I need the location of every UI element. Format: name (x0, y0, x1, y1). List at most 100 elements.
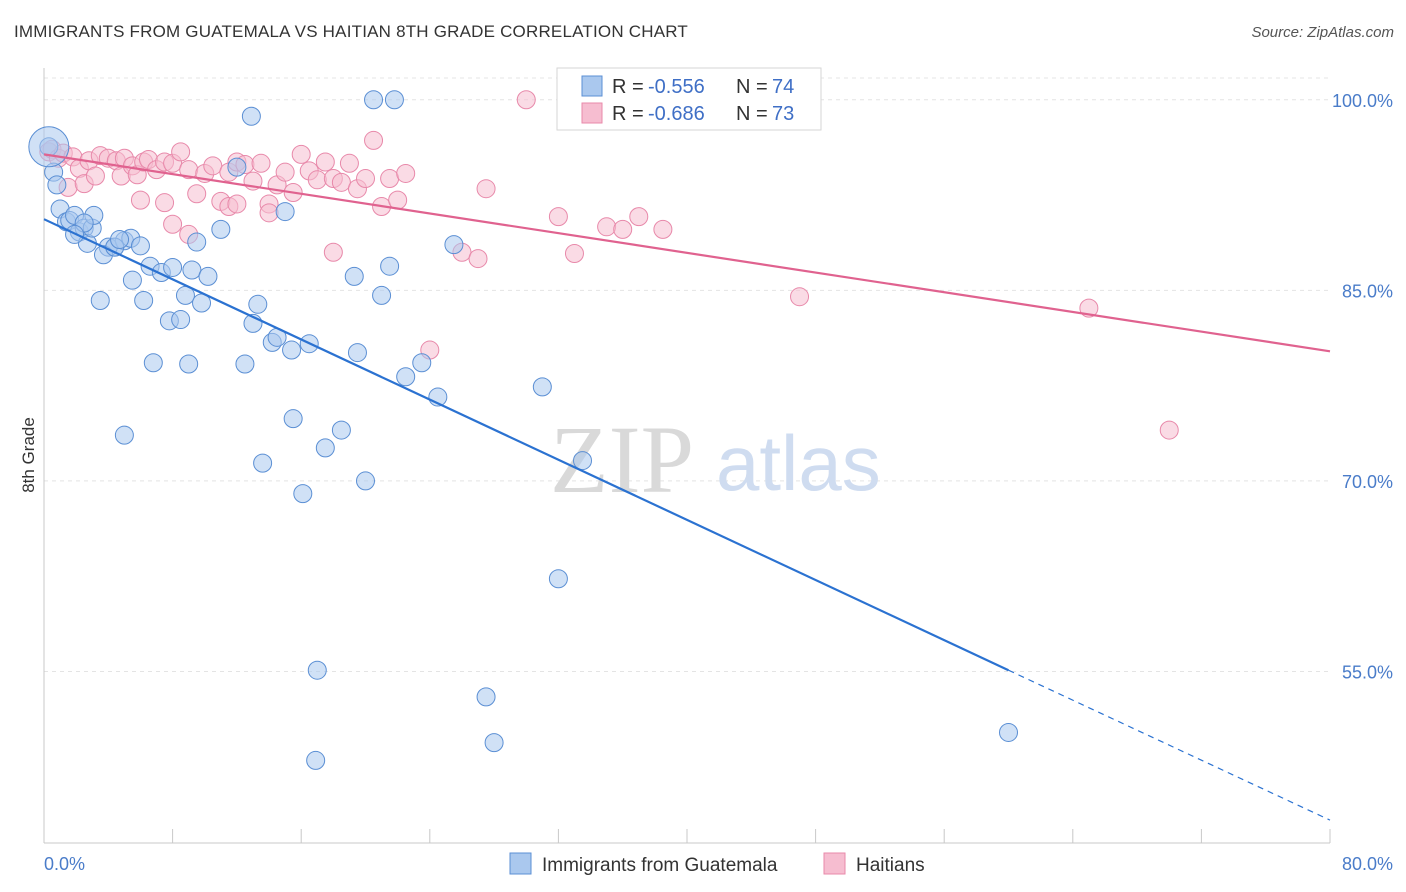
haitians-point-62 (516, 90, 536, 110)
guatemala-point-25 (163, 257, 183, 277)
guatemala-point-19 (130, 236, 150, 256)
guatemala-point-69 (306, 750, 326, 770)
haitians-point-35 (275, 162, 295, 182)
chart-title: IMMIGRANTS FROM GUATEMALA VS HAITIAN 8TH… (14, 22, 688, 41)
haitians-point-40 (315, 152, 335, 172)
top-legend: R = -0.556 N = 74 R = -0.686 N = 73 (556, 67, 822, 131)
bottom-legend-swatch-guatemala (509, 852, 532, 875)
guatemala-points (28, 90, 1018, 770)
guatemala-point-30 (187, 232, 207, 252)
guatemala-point-65 (548, 569, 568, 589)
guatemala-point-34 (227, 157, 247, 177)
haitians-point-63 (548, 207, 568, 227)
legend-n-label-2: N = (736, 103, 768, 125)
haitians-point-46 (364, 130, 384, 150)
guatemala-point-42 (282, 340, 302, 360)
guatemala-point-64 (532, 377, 552, 397)
haitians-point-48 (380, 169, 400, 189)
legend-r-label-1: R = (612, 76, 644, 98)
haitians-point-65 (597, 217, 617, 237)
guatemala-point-32 (198, 266, 218, 286)
guatemala-point-56 (396, 367, 416, 387)
y-tick-label-70: 70.0% (1342, 472, 1393, 492)
haitians-point-56 (227, 194, 247, 214)
haitians-point-50 (396, 163, 416, 183)
guatemala-point-large (28, 126, 70, 168)
haitians-point-26 (203, 156, 223, 176)
guatemala-point-38 (253, 453, 273, 473)
guatemala-point-46 (307, 660, 327, 680)
guatemala-point-35 (235, 354, 255, 374)
guatemala-point-53 (372, 285, 392, 305)
bottom-legend: Immigrants from Guatemala Haitians (509, 852, 925, 876)
haitians-point-60 (468, 249, 488, 269)
haitians-point-67 (629, 207, 649, 227)
haitians-point-69 (790, 287, 810, 307)
guatemala-point-60 (114, 425, 134, 445)
y-tick-labels: 55.0% 70.0% 85.0% 100.0% (1332, 91, 1393, 683)
y-tick-label-100: 100.0% (1332, 91, 1393, 111)
x-tick-label-max: 80.0% (1342, 854, 1393, 874)
bottom-legend-label-guatemala: Immigrants from Guatemala (542, 855, 778, 876)
guatemala-point-12 (90, 291, 110, 310)
bottom-legend-label-haitians: Haitians (856, 855, 925, 876)
haitians-point-52 (155, 193, 175, 213)
haitians-point-53 (163, 214, 183, 234)
guatemala-point-47 (315, 438, 335, 458)
haitians-point-39 (307, 170, 327, 190)
watermark-atlas: atlas (716, 419, 881, 507)
guatemala-point-43 (283, 409, 303, 429)
guatemala-point-59 (444, 235, 464, 255)
haitians-point-32 (251, 153, 271, 173)
legend-r-label-2: R = (612, 103, 644, 125)
guatemala-point-51 (356, 471, 375, 491)
guatemala-point-63 (484, 733, 504, 753)
haitians-point-37 (291, 144, 311, 164)
guatemala-point-37 (248, 294, 268, 314)
haitians-point-24 (187, 184, 207, 204)
guatemala-point-61 (241, 106, 261, 126)
guatemala-point-44 (293, 484, 313, 504)
legend-r-value-2: -0.686 (648, 103, 705, 125)
x-ticks (43, 829, 1331, 843)
haitians-point-58 (323, 242, 343, 262)
haitians-point-61 (476, 179, 496, 199)
watermark-zip: ZIP (550, 406, 694, 513)
guatemala-trend-extension (1008, 669, 1331, 821)
haitians-point-71 (1159, 420, 1179, 440)
legend-r-value-1: -0.556 (648, 76, 705, 98)
guatemala-point-26 (171, 310, 191, 330)
x-tick-label-min: 0.0% (44, 854, 85, 874)
haitians-point-57 (259, 203, 279, 223)
guatemala-point-54 (380, 256, 400, 276)
haitians-point-22 (171, 142, 191, 162)
guatemala-point-33 (211, 219, 231, 239)
watermark: ZIP atlas (550, 406, 881, 513)
haitians-point-49 (388, 190, 408, 210)
y-tick-label-85: 85.0% (1342, 281, 1393, 301)
guatemala-point-57 (412, 353, 432, 373)
legend-n-value-1: 74 (772, 76, 794, 98)
guatemala-point-52 (364, 90, 384, 110)
haitians-point-45 (356, 169, 375, 189)
haitians-point-51 (130, 190, 150, 210)
guatemala-point-71 (110, 230, 130, 250)
legend-n-label-1: N = (736, 76, 768, 98)
haitians-point-68 (653, 219, 673, 239)
guatemala-point-2 (47, 175, 67, 195)
guatemala-trend-line (43, 218, 1009, 672)
guatemala-point-28 (179, 354, 199, 374)
guatemala-point-50 (347, 343, 367, 363)
guatemala-point-20 (134, 291, 154, 310)
guatemala-point-62 (476, 687, 496, 707)
haitians-point-64 (564, 243, 584, 263)
y-axis-title: 8th Grade (19, 417, 38, 493)
y-tick-label-55: 55.0% (1342, 662, 1393, 682)
trend-lines (43, 153, 1331, 821)
guatemala-point-29 (182, 260, 202, 280)
guatemala-point-68 (999, 722, 1018, 742)
legend-n-value-2: 73 (772, 103, 794, 125)
haitians-point-42 (331, 172, 351, 192)
source-label: Source: ZipAtlas.com (1251, 24, 1394, 41)
